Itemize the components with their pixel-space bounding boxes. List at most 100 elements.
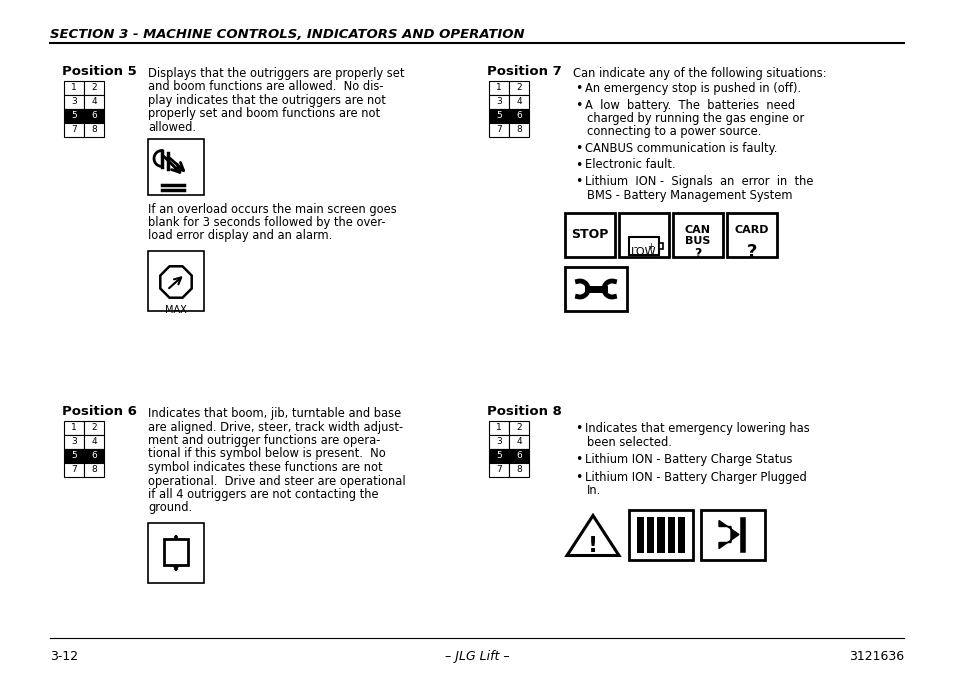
Text: 3: 3	[71, 97, 77, 107]
Bar	[628, 510, 692, 560]
Bar	[489, 449, 509, 463]
Text: 5: 5	[496, 112, 501, 120]
Text: •: •	[575, 158, 581, 172]
Text: STOP: STOP	[571, 228, 608, 241]
Bar	[509, 449, 529, 463]
Text: 7: 7	[496, 466, 501, 475]
Bar	[726, 213, 776, 257]
Text: symbol indicates these functions are not: symbol indicates these functions are not	[148, 461, 382, 474]
Bar	[489, 421, 509, 435]
Text: 1: 1	[71, 423, 77, 433]
Text: Electronic fault.: Electronic fault.	[584, 158, 675, 172]
Text: 8: 8	[91, 466, 97, 475]
Text: 7: 7	[71, 126, 77, 135]
Text: Displays that the outriggers are properly set: Displays that the outriggers are properl…	[148, 67, 404, 80]
Text: 5: 5	[71, 452, 77, 460]
Bar	[646, 516, 654, 552]
Bar	[84, 123, 104, 137]
Text: 4: 4	[91, 97, 96, 107]
Bar	[637, 516, 643, 552]
Bar	[628, 237, 659, 255]
Bar	[489, 123, 509, 137]
Text: -: -	[634, 242, 637, 252]
Bar	[64, 435, 84, 449]
Bar	[657, 516, 664, 552]
Text: 1: 1	[496, 84, 501, 93]
Text: load error display and an alarm.: load error display and an alarm.	[148, 229, 332, 243]
Polygon shape	[719, 521, 739, 548]
Text: are aligned. Drive, steer, track width adjust-: are aligned. Drive, steer, track width a…	[148, 420, 403, 433]
Text: 5: 5	[496, 452, 501, 460]
Text: blank for 3 seconds followed by the over-: blank for 3 seconds followed by the over…	[148, 216, 385, 229]
Bar	[84, 435, 104, 449]
Bar	[700, 510, 764, 560]
Bar	[489, 95, 509, 109]
Text: 5: 5	[71, 112, 77, 120]
Bar	[64, 123, 84, 137]
Text: 8: 8	[91, 126, 97, 135]
Bar	[509, 123, 529, 137]
Bar	[489, 435, 509, 449]
Bar	[148, 139, 204, 195]
Text: SECTION 3 - MACHINE CONTROLS, INDICATORS AND OPERATION: SECTION 3 - MACHINE CONTROLS, INDICATORS…	[50, 28, 524, 41]
Bar	[509, 421, 529, 435]
Bar	[618, 213, 668, 257]
Text: 8: 8	[516, 126, 521, 135]
Text: charged by running the gas engine or: charged by running the gas engine or	[586, 112, 803, 125]
Bar	[84, 81, 104, 95]
Text: properly set and boom functions are not: properly set and boom functions are not	[148, 107, 379, 120]
Text: 3: 3	[71, 437, 77, 447]
Text: Indicates that boom, jib, turntable and base: Indicates that boom, jib, turntable and …	[148, 407, 401, 420]
Text: 8: 8	[516, 466, 521, 475]
Bar	[667, 516, 674, 552]
Text: •: •	[575, 470, 581, 483]
Text: play indicates that the outriggers are not: play indicates that the outriggers are n…	[148, 94, 385, 107]
Text: +: +	[646, 242, 654, 251]
Bar	[64, 421, 84, 435]
Text: •: •	[575, 99, 581, 112]
Text: ?: ?	[694, 247, 701, 260]
Text: 7: 7	[71, 466, 77, 475]
Text: 7: 7	[496, 126, 501, 135]
Text: An emergency stop is pushed in (off).: An emergency stop is pushed in (off).	[584, 82, 801, 95]
Text: •: •	[575, 453, 581, 466]
Text: •: •	[575, 142, 581, 155]
Bar	[509, 435, 529, 449]
Bar	[489, 109, 509, 123]
Text: 3-12: 3-12	[50, 650, 78, 663]
Text: 4: 4	[516, 97, 521, 107]
Text: ?: ?	[746, 243, 757, 261]
Text: LOW: LOW	[631, 247, 656, 257]
Text: if all 4 outriggers are not contacting the: if all 4 outriggers are not contacting t…	[148, 488, 378, 501]
Text: •: •	[575, 175, 581, 188]
Bar	[564, 213, 615, 257]
Text: Indicates that emergency lowering has: Indicates that emergency lowering has	[584, 422, 809, 435]
Text: MAX: MAX	[165, 305, 187, 315]
Bar	[489, 81, 509, 95]
Text: allowed.: allowed.	[148, 121, 195, 134]
Bar	[64, 81, 84, 95]
Text: •: •	[575, 82, 581, 95]
Bar	[509, 95, 529, 109]
Text: !: !	[587, 535, 598, 556]
Text: Lithium  ION -  Signals  an  error  in  the: Lithium ION - Signals an error in the	[584, 175, 813, 188]
Bar	[164, 539, 188, 565]
Text: Can indicate any of the following situations:: Can indicate any of the following situat…	[573, 67, 825, 80]
Text: 4: 4	[91, 437, 96, 447]
Bar	[677, 516, 684, 552]
Text: 6: 6	[91, 452, 97, 460]
Bar	[64, 449, 84, 463]
Text: 6: 6	[516, 112, 521, 120]
Text: Position 7: Position 7	[486, 65, 561, 78]
Bar	[84, 421, 104, 435]
Bar	[64, 463, 84, 477]
Text: 3: 3	[496, 97, 501, 107]
Text: CANBUS communication is faulty.: CANBUS communication is faulty.	[584, 142, 777, 155]
Text: CARD: CARD	[734, 225, 768, 235]
Text: Position 5: Position 5	[62, 65, 136, 78]
Bar	[672, 213, 722, 257]
Bar	[84, 109, 104, 123]
Bar	[148, 251, 204, 311]
Text: 6: 6	[516, 452, 521, 460]
Text: connecting to a power source.: connecting to a power source.	[586, 126, 760, 139]
